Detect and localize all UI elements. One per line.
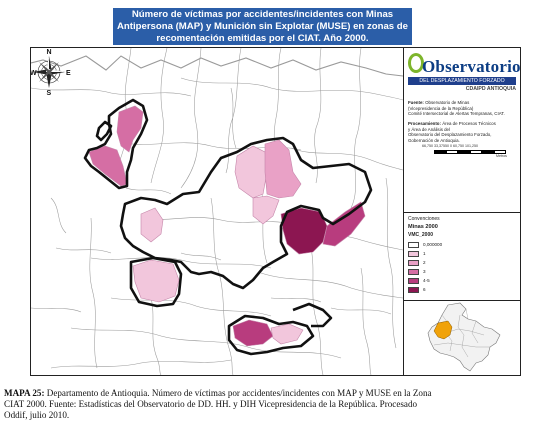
processing-line-1: Área de Procesos Técnicos bbox=[442, 121, 496, 126]
polygon-north-center-c bbox=[252, 195, 280, 225]
scale-unit-label: Metros bbox=[496, 154, 507, 158]
legend-block: Convenciones Minas 2000 VMC_2000 0,00000… bbox=[404, 213, 521, 301]
compass-rose bbox=[33, 56, 65, 88]
legend-heading: Convenciones bbox=[408, 216, 440, 222]
map-title-line-1: Número de víctimas por accidentes/incide… bbox=[131, 9, 394, 20]
colombia-inset-map bbox=[427, 302, 501, 372]
source-label: Fuente: bbox=[408, 100, 424, 105]
processing-note: Procesamiento: Área de Procesos Técnicos… bbox=[408, 121, 518, 143]
polygon-magdalena-medio bbox=[280, 207, 328, 255]
department-outline bbox=[30, 55, 404, 77]
scale-bar-segment bbox=[434, 150, 446, 154]
caption-label: MAPA 25: bbox=[4, 388, 45, 398]
ciat-zone-west bbox=[129, 256, 183, 308]
logo-block: Observatorio DEL DESPLAZAMIENTO FORZADO … bbox=[404, 48, 521, 213]
polygon-north-center-a bbox=[234, 145, 268, 199]
polygon-oriente bbox=[232, 319, 274, 347]
legend-title: Minas 2000 bbox=[408, 224, 438, 230]
map-frame: N S W E Observatorio DEL DESPLAZAMIENTO … bbox=[30, 47, 521, 376]
map-caption: MAPA 25: Departamento de Antioquia. Núme… bbox=[0, 388, 552, 422]
processing-line-4: Gobernación de Antioquia. bbox=[408, 137, 460, 143]
legend-swatch bbox=[408, 268, 419, 275]
ciat-zone-outlines bbox=[83, 98, 373, 356]
map-title-line-2: Antipersona (MAP) y Munición sin Explota… bbox=[116, 20, 409, 32]
ciat-zone-center bbox=[119, 136, 373, 290]
processing-line-3: Observatorio del Desplazamiento Forzado, bbox=[408, 132, 492, 137]
processing-label: Procesamiento: bbox=[408, 121, 441, 126]
caption-line-1: MAPA 25: Departamento de Antioquia. Núme… bbox=[4, 388, 548, 399]
compass-west-label: W bbox=[31, 70, 37, 77]
value-polygons bbox=[88, 105, 366, 347]
ciat-zone-south bbox=[227, 314, 315, 356]
polygon-uraba-north bbox=[116, 105, 144, 153]
legend-row: 6 bbox=[408, 286, 426, 293]
compass-south-label: S bbox=[47, 90, 52, 97]
caption-line-3: Oddif, julio 2010. bbox=[4, 410, 70, 421]
polygon-occidente bbox=[140, 207, 164, 243]
logo-wordmark: Observatorio bbox=[422, 57, 521, 76]
legend-row: 4-5 bbox=[408, 277, 430, 284]
legend-field: VMC_2000 bbox=[408, 232, 434, 238]
map-title-line-3: recomentación emitidas por el CIAT. Año … bbox=[156, 32, 369, 44]
antioquia-map: N S W E bbox=[30, 47, 404, 376]
legend-swatch bbox=[408, 277, 419, 284]
legend-swatch bbox=[408, 241, 419, 248]
logo-band: DEL DESPLAZAMIENTO FORZADO bbox=[408, 77, 516, 85]
caption-line-2: CIAT 2000. Fuente: Estadísticas del Obse… bbox=[4, 399, 418, 410]
legend-label: 0,000000 bbox=[423, 242, 443, 247]
ciat-zone-nw-coast bbox=[95, 120, 113, 142]
side-panel: Observatorio DEL DESPLAZAMIENTO FORZADO … bbox=[403, 48, 521, 375]
legend-row: 0,000000 bbox=[408, 241, 442, 248]
source-line-3: Comité Intersectorial de Alertas Tempran… bbox=[408, 111, 505, 116]
legend-label: 2 bbox=[423, 260, 426, 265]
polygon-suroeste bbox=[132, 259, 180, 303]
legend-row: 1 bbox=[408, 250, 426, 257]
scale-tick-labels: 66,750 33,37550 0 60,750 101,250 bbox=[422, 144, 478, 148]
polygon-oriente-b bbox=[270, 323, 304, 345]
scale-bar-segment bbox=[458, 150, 470, 154]
legend-label: 3 bbox=[423, 269, 426, 274]
legend-row: 2 bbox=[408, 259, 426, 266]
source-note: Fuente: Observatorio de Minas (Vicepresi… bbox=[408, 100, 518, 117]
scale-bar-segment bbox=[446, 150, 458, 154]
scale-bar bbox=[434, 150, 506, 154]
scale-bar-segment bbox=[494, 150, 506, 154]
antioquia-highlight bbox=[433, 320, 453, 340]
map-title-banner: Número de víctimas por accidentes/incide… bbox=[113, 8, 412, 45]
source-line-2: (Vicepresidencia de la República) bbox=[408, 105, 474, 111]
legend-swatch bbox=[408, 286, 419, 293]
ciat-zone-nw bbox=[83, 98, 149, 190]
legend-label: 1 bbox=[423, 251, 426, 256]
legend-label: 6 bbox=[423, 287, 426, 292]
polygon-nordeste bbox=[322, 201, 366, 247]
map-area: N S W E bbox=[30, 47, 404, 376]
compass-east-label: E bbox=[66, 70, 71, 77]
logo-subtitle: CDAIPD ANTIOQUIA bbox=[465, 86, 516, 92]
scale-bar-segment bbox=[482, 150, 494, 154]
source-line-1: Observatorio de Minas bbox=[425, 100, 470, 105]
scale-bar-segment bbox=[470, 150, 482, 154]
legend-row: 3 bbox=[408, 268, 426, 275]
caption-text-1: Departamento de Antioquia. Número de víc… bbox=[44, 388, 432, 398]
observatorio-logo-icon bbox=[408, 53, 424, 73]
municipality-boundaries bbox=[30, 47, 404, 376]
legend-swatch bbox=[408, 259, 419, 266]
inset-block bbox=[404, 301, 521, 375]
compass-north-label: N bbox=[47, 49, 52, 56]
polygon-north-center-b bbox=[264, 139, 302, 199]
processing-line-2: y Área de Análisis del bbox=[408, 126, 450, 132]
legend-swatch bbox=[408, 250, 419, 257]
legend-label: 4-5 bbox=[423, 278, 430, 283]
ciat-zone-ne-link bbox=[292, 302, 333, 328]
